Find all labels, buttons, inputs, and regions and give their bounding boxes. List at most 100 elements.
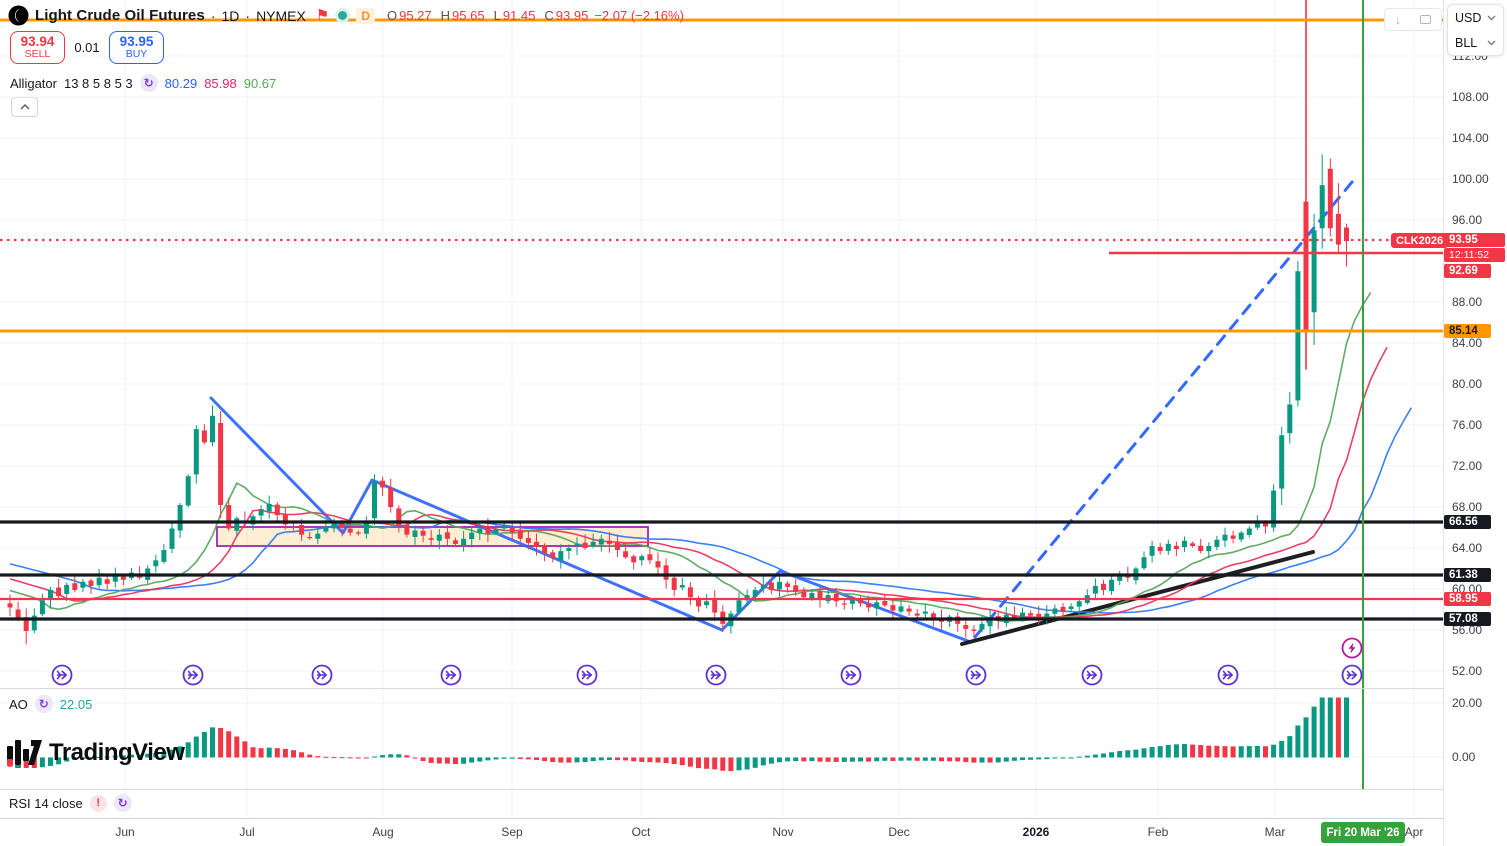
ao-bar xyxy=(890,757,896,761)
candle xyxy=(226,505,232,529)
lightning-event-icon[interactable] xyxy=(1341,637,1363,659)
candle xyxy=(1141,557,1147,569)
ao-legend[interactable]: AO ↻ 22.05 xyxy=(9,695,92,713)
candle xyxy=(671,577,677,591)
pane-divider-price-ao[interactable] xyxy=(0,688,1443,689)
contract-rollover-icon[interactable] xyxy=(1341,664,1363,686)
candle xyxy=(1109,579,1115,592)
contract-rollover-icon[interactable] xyxy=(965,664,987,686)
candle xyxy=(428,538,434,540)
candle xyxy=(1101,583,1106,591)
scale-divider[interactable] xyxy=(1443,0,1444,846)
candle xyxy=(736,600,742,613)
ao-bar xyxy=(1157,746,1163,758)
dashed-projection-trendline[interactable] xyxy=(973,174,1359,639)
buy-button[interactable]: 93.95 BUY xyxy=(109,31,164,64)
candle xyxy=(1076,601,1082,607)
contract-rollover-icon[interactable] xyxy=(840,664,862,686)
ao-bar xyxy=(615,757,620,761)
price-chart-canvas[interactable] xyxy=(0,0,1443,846)
zigzag-trendline-drawing[interactable] xyxy=(209,396,970,643)
maximize-icon[interactable] xyxy=(1420,15,1432,24)
title-separator2: · xyxy=(245,7,251,24)
candle xyxy=(631,556,637,563)
candle xyxy=(1044,613,1050,618)
candle xyxy=(112,574,118,582)
ao-bar xyxy=(866,757,872,762)
pane-divider-ao-rsi[interactable] xyxy=(0,789,1443,790)
last-price-badge: 93.95 xyxy=(1444,233,1505,247)
candle xyxy=(396,508,402,526)
candle xyxy=(274,504,280,516)
refresh-icon[interactable]: ↻ xyxy=(34,695,53,713)
alert-dot-icon[interactable] xyxy=(338,11,348,20)
contract-rollover-icon[interactable] xyxy=(1081,664,1103,686)
contract-rollover-icon[interactable] xyxy=(576,664,598,686)
candle xyxy=(1238,532,1244,540)
ao-bar xyxy=(323,756,329,758)
ao-bar xyxy=(817,757,823,762)
contract-rollover-icon[interactable] xyxy=(311,664,333,686)
refresh-icon[interactable]: ↻ xyxy=(139,74,158,92)
candle xyxy=(906,608,912,612)
symbol-title[interactable]: Light Crude Oil Futures xyxy=(35,7,205,24)
ao-bar xyxy=(347,757,353,759)
candle xyxy=(315,533,321,539)
sell-button[interactable]: 93.94 SELL xyxy=(10,31,65,64)
tradingview-watermark: TradingView xyxy=(7,735,185,771)
candle xyxy=(930,613,936,618)
chevron-up-icon xyxy=(19,103,30,110)
ao-bar xyxy=(1254,745,1260,758)
candle xyxy=(72,583,78,591)
ao-bar xyxy=(1036,757,1042,760)
candle xyxy=(1092,585,1098,594)
flag-icon[interactable]: ⚑ xyxy=(315,7,330,24)
ao-bar xyxy=(1182,744,1187,758)
ao-bar xyxy=(720,757,726,771)
candle xyxy=(1052,608,1058,614)
ao-bar xyxy=(185,742,191,758)
contract-rollover-icon[interactable] xyxy=(51,664,73,686)
price-tick: 20.00 xyxy=(1452,696,1483,710)
ao-bar xyxy=(801,757,807,762)
candle xyxy=(1287,404,1293,434)
candle xyxy=(48,590,53,600)
candle xyxy=(525,538,531,543)
candle xyxy=(291,526,296,528)
candle xyxy=(582,542,588,548)
interval-label[interactable]: 1D xyxy=(221,7,240,24)
warning-icon[interactable]: ! xyxy=(89,794,107,812)
ao-bar xyxy=(623,757,629,761)
ao-bar xyxy=(1052,757,1058,759)
refresh-icon[interactable]: ↻ xyxy=(113,794,132,812)
contract-price-flag[interactable]: CLK2026 xyxy=(1391,233,1449,248)
candle xyxy=(849,598,855,604)
contract-rollover-icon[interactable] xyxy=(705,664,727,686)
interval-letter-badge[interactable]: D xyxy=(356,7,375,24)
time-axis-month: Dec xyxy=(888,825,910,839)
time-axis[interactable]: Jun Jul Aug Sep Oct Nov Dec 2026 Feb Mar Apr Fri 2… xyxy=(0,818,1507,846)
candle xyxy=(1157,546,1163,552)
candle xyxy=(331,523,337,529)
candle xyxy=(793,585,799,593)
contract-rollover-icon[interactable] xyxy=(1217,664,1239,686)
exchange-label[interactable]: NYMEX xyxy=(256,7,306,24)
rsi-legend[interactable]: RSI 14 close ! ↻ xyxy=(9,794,132,812)
ao-bar xyxy=(606,757,612,760)
ao-bar xyxy=(777,757,782,763)
alligator-legend[interactable]: Alligator 13 8 5 8 5 3 ↻ 80.29 85.98 90.… xyxy=(10,74,276,92)
unit-dropdown[interactable]: BLL xyxy=(1448,30,1503,55)
ao-bar xyxy=(436,757,442,764)
price-scale[interactable]: USD BLL 112.00 108.00 104.00 100.00 96.00 88.… xyxy=(1444,0,1507,846)
level-badge-6138: 61.38 xyxy=(1444,567,1491,582)
contract-rollover-icon[interactable] xyxy=(440,664,462,686)
download-arrow-icon[interactable]: ↓ xyxy=(1394,12,1402,27)
candle xyxy=(517,530,523,539)
contract-rollover-icon[interactable] xyxy=(182,664,204,686)
candle xyxy=(687,587,693,598)
currency-dropdown[interactable]: USD xyxy=(1448,5,1503,30)
candle xyxy=(647,554,653,561)
ao-bar xyxy=(1011,757,1017,761)
price-tick: 88.00 xyxy=(1452,295,1483,309)
candle xyxy=(615,542,620,551)
